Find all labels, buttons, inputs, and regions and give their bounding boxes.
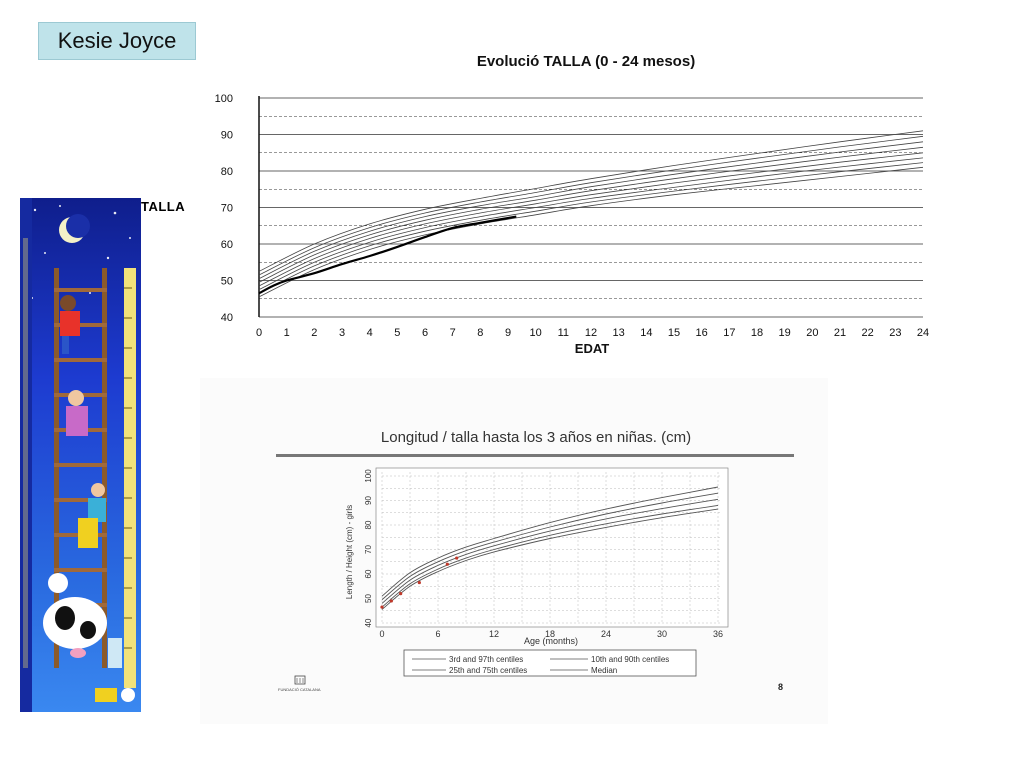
chart1-x-tick-label: 5	[394, 327, 400, 339]
chart1-x-axis-label: EDAT	[575, 341, 609, 356]
chart1-reference-curve	[258, 162, 924, 294]
chart2-legend: 3rd and 97th centiles 10th and 90th cent…	[403, 649, 697, 677]
chart1-x-tick-label: 13	[613, 327, 625, 339]
chart2-y-tick-label: 80	[364, 520, 373, 529]
chart1-y-ticks: 40 50 60 70 80 90 100	[215, 93, 233, 324]
chart1-reference-curve	[258, 152, 924, 287]
page-number: 8	[778, 682, 783, 692]
chart2-x-axis-label: Age (months)	[524, 636, 578, 646]
chart2-data-point	[380, 605, 384, 609]
chart1-x-tick-label: 11	[558, 327, 569, 339]
chart1-y-tick-label: 50	[221, 276, 233, 288]
chart1-grid	[258, 96, 923, 318]
chart1-series	[258, 215, 517, 295]
chart2-data-point	[399, 592, 403, 596]
height-poster-illustration	[20, 198, 141, 712]
chart2-x-tick-label: 30	[657, 629, 667, 639]
chart2-centile-curve	[381, 504, 719, 608]
chart2-data-point	[445, 562, 449, 566]
chart1-x-tick-label: 14	[640, 327, 652, 339]
chart1-x-tick-label: 16	[696, 327, 708, 339]
chart1-x-tick-label: 23	[889, 327, 901, 339]
chart-longitud-talla: Longitud / talla hasta los 3 años en niñ…	[200, 378, 828, 724]
legend-item-3rd-97th: 3rd and 97th centiles	[449, 655, 523, 664]
chart2-y-tick-label: 70	[364, 545, 373, 554]
chart2-x-tick-label: 24	[601, 629, 611, 639]
chart2-y-ticks: 40 50 60 70 80 90 100	[364, 469, 373, 628]
chart2-y-tick-label: 50	[364, 594, 373, 603]
chart2-x-tick-label: 6	[435, 629, 440, 639]
foundation-label: FUNDACIÓ CATALANA	[278, 687, 321, 692]
chart2-centile-curve	[381, 492, 719, 601]
chart1-reference-curve	[258, 141, 924, 280]
chart1-reference-curves	[258, 130, 924, 298]
chart1-x-tick-label: 2	[311, 327, 317, 339]
chart1-x-tick-label: 9	[505, 327, 511, 339]
chart1-x-tick-label: 10	[530, 327, 542, 339]
chart1-y-tick-label: 70	[221, 203, 233, 215]
chart1-x-tick-label: 19	[779, 327, 791, 339]
legend-item-25th-75th: 25th and 75th centiles	[449, 666, 527, 675]
chart1-x-tick-label: 24	[917, 327, 929, 339]
chart2-svg: Longitud / talla hasta los 3 años en niñ…	[200, 378, 828, 724]
chart1-x-tick-label: 12	[585, 327, 597, 339]
chart1-x-tick-label: 7	[450, 327, 456, 339]
chart2-centile-curve	[381, 498, 719, 604]
chart2-data-point	[455, 556, 459, 560]
legend-item-median: Median	[591, 666, 617, 675]
chart1-y-tick-label: 100	[215, 93, 233, 105]
chart1-x-tick-label: 17	[723, 327, 735, 339]
legend-item-10th-90th: 10th and 90th centiles	[591, 655, 669, 664]
chart2-y-tick-label: 90	[364, 496, 373, 505]
chart2-points	[380, 556, 459, 609]
chart1-title: Evolució TALLA (0 - 24 mesos)	[477, 53, 695, 70]
chart2-centile-curve	[381, 486, 719, 597]
chart2-centile-curve	[381, 508, 719, 610]
chart2-y-axis-label: Length / Height (cm) - girls	[345, 505, 354, 599]
foundation-logo	[294, 675, 306, 685]
chart1-reference-curve	[258, 130, 924, 272]
chart2-grid	[375, 467, 729, 628]
chart2-centile-curves	[381, 486, 719, 610]
chart1-y-tick-label: 80	[221, 166, 233, 178]
name-box: Kesie Joyce	[38, 22, 196, 60]
chart2-x-tick-label: 12	[489, 629, 499, 639]
chart1-x-tick-label: 8	[477, 327, 483, 339]
side-label-talla: TALLA	[141, 199, 186, 214]
chart1-x-tick-label: 6	[422, 327, 428, 339]
chart1-svg: Evolució TALLA (0 - 24 mesos) 4050607080…	[215, 53, 929, 356]
chart2-data-point	[417, 580, 421, 585]
chart1-x-tick-label: 22	[862, 327, 874, 339]
chart2-y-tick-label: 100	[364, 469, 373, 483]
chart1-reference-curve	[258, 146, 924, 283]
chart1-x-tick-label: 15	[668, 327, 680, 339]
chart2-x-tick-label: 0	[379, 629, 384, 639]
chart1-x-tick-label: 1	[284, 327, 290, 339]
chart1-reference-curve	[258, 157, 924, 290]
chart1-reference-curve	[258, 135, 924, 276]
chart2-title: Longitud / talla hasta los 3 años en niñ…	[381, 429, 691, 446]
chart1-x-tick-label: 3	[339, 327, 345, 339]
chart-evolucio-talla: Evolució TALLA (0 - 24 mesos) 40 50 60 70 80…	[200, 45, 940, 360]
poster-art	[20, 198, 136, 712]
chart1-x-ticks: 0 1 2 3 4 5 6 7 8 9 10 11 12 13 14 15 16 17 18 19 20 21 22 23 24	[256, 327, 929, 339]
chart2-data-point	[389, 599, 393, 603]
chart1-x-tick-label: 4	[367, 327, 373, 339]
chart2-x-ticks: 0 6 12 18 24 30 36	[379, 629, 723, 639]
chart1-x-tick-label: 0	[256, 327, 262, 339]
chart2-title-rule	[276, 454, 794, 457]
chart1-x-tick-label: 18	[751, 327, 763, 339]
chart1-reference-curve	[258, 166, 924, 298]
chart1-x-tick-label: 21	[834, 327, 846, 339]
chart1-series-line	[258, 215, 517, 295]
chart1-y-tick-label: 40	[221, 312, 233, 324]
chart1-y-tick-label: 60	[221, 239, 233, 251]
chart2-x-tick-label: 36	[713, 629, 723, 639]
chart2-y-tick-label: 40	[364, 618, 373, 627]
chart2-y-tick-label: 60	[364, 569, 373, 578]
chart1-y-tick-label: 90	[221, 130, 233, 142]
chart1-x-tick-label: 20	[806, 327, 818, 339]
chart2-x-tick-label: 18	[545, 629, 555, 639]
chart2-plot-frame	[375, 467, 729, 628]
